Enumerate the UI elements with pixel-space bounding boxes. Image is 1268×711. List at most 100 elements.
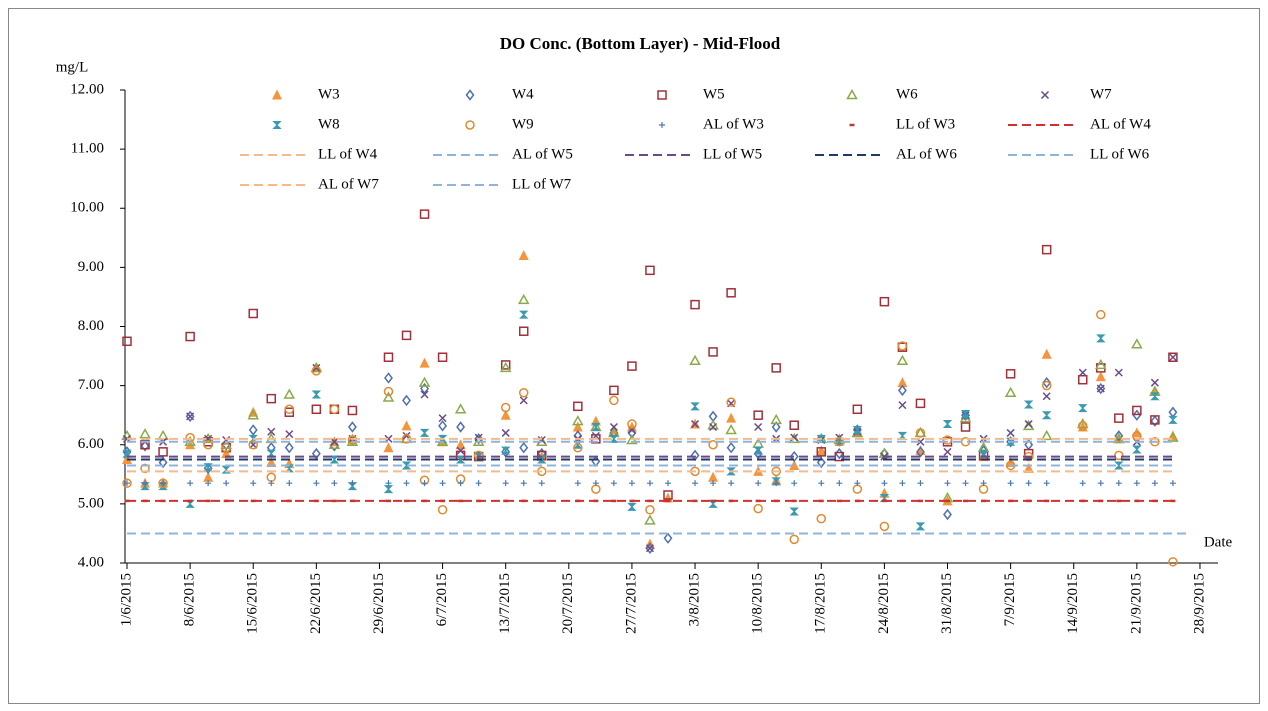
marker-x — [501, 428, 510, 437]
marker-x — [1096, 384, 1105, 393]
marker-plus — [223, 480, 230, 487]
marker-circle — [879, 521, 890, 532]
marker-circle — [915, 428, 926, 438]
legend-label: W9 — [512, 116, 534, 132]
marker-triangle — [499, 361, 512, 373]
marker-square — [518, 326, 529, 336]
marker-plus — [331, 480, 338, 487]
marker-triangle — [418, 376, 431, 387]
marker-diamond — [897, 384, 907, 397]
marker-x — [1040, 90, 1050, 100]
marker-square — [401, 330, 412, 341]
marker-triangle — [1095, 358, 1107, 370]
marker-circle — [122, 478, 132, 488]
x-tick-label: 21/9/2015 — [1128, 573, 1144, 634]
marker-square — [708, 347, 718, 357]
marker-plus — [854, 480, 861, 487]
marker-plus — [692, 480, 699, 487]
marker-plus — [710, 480, 717, 487]
marker-circle — [1168, 557, 1178, 567]
marker-hourglass — [419, 428, 430, 437]
legend-item: LL of W7 — [433, 176, 572, 192]
y-tick-label: 5.00 — [78, 495, 104, 511]
marker-hourglass — [1168, 415, 1178, 424]
marker-plus — [421, 480, 428, 487]
marker-plus — [1025, 480, 1032, 487]
marker-square — [627, 361, 637, 371]
x-tick-label: 20/7/2015 — [560, 573, 576, 634]
marker-x — [474, 433, 483, 442]
legend-item: AL of W5 — [433, 146, 573, 162]
marker-diamond — [1132, 409, 1142, 421]
marker-triangle — [517, 293, 530, 305]
marker-hourglass — [537, 455, 547, 464]
marker-square — [347, 405, 358, 416]
marker-triangle — [1076, 418, 1089, 429]
marker-triangle — [626, 421, 637, 432]
legend-item: W3 — [272, 86, 340, 102]
marker-x — [456, 446, 465, 455]
marker-diamond — [311, 447, 321, 460]
marker-x — [1078, 368, 1087, 377]
marker-plus — [187, 480, 194, 487]
marker-plus — [917, 480, 924, 487]
marker-circle — [500, 402, 511, 413]
marker-hourglass — [519, 310, 529, 319]
marker-circle — [1096, 309, 1106, 320]
marker-x — [709, 422, 718, 432]
marker-hourglass — [591, 423, 601, 432]
marker-plus — [268, 480, 275, 487]
marker-hourglass — [455, 455, 466, 464]
marker-plus — [610, 480, 617, 487]
marker-circle — [383, 386, 394, 397]
marker-square — [1078, 374, 1088, 385]
marker-triangle — [454, 403, 467, 414]
legend-label: AL of W7 — [318, 176, 379, 192]
marker-triangle — [401, 420, 412, 431]
legend-label: LL of W7 — [512, 176, 572, 192]
marker-plus — [457, 480, 464, 487]
marker-square — [500, 360, 511, 370]
marker-circle — [942, 435, 953, 445]
marker-plus — [349, 480, 356, 487]
marker-square — [122, 336, 132, 347]
marker-diamond — [726, 441, 736, 454]
marker-circle — [1078, 421, 1088, 431]
marker-circle — [284, 404, 295, 415]
marker-plus — [962, 480, 969, 487]
marker-x — [285, 430, 294, 439]
marker-square — [1168, 352, 1178, 362]
marker-triangle — [500, 409, 511, 420]
marker-triangle — [689, 354, 701, 366]
marker-triangle — [383, 442, 394, 453]
marker-x — [1042, 392, 1051, 401]
marker-triangle — [770, 413, 782, 425]
marker-x — [186, 412, 195, 421]
marker-square — [753, 410, 763, 420]
marker-x — [438, 414, 447, 423]
marker-triangle — [816, 445, 827, 456]
marker-x — [645, 544, 654, 553]
x-tick-label: 28/9/2015 — [1191, 573, 1207, 634]
marker-circle — [708, 440, 718, 450]
legend-item: W4 — [465, 86, 534, 102]
marker-plus — [250, 480, 257, 487]
x-tick-label: 7/9/2015 — [1002, 573, 1018, 626]
legend-label: W5 — [703, 86, 725, 102]
marker-square — [419, 209, 430, 219]
marker-square — [960, 422, 971, 432]
marker-square — [690, 299, 700, 310]
marker-square — [1114, 413, 1124, 423]
marker-plus — [836, 480, 843, 487]
marker-hourglass — [978, 449, 989, 458]
legend-label: W8 — [318, 116, 340, 132]
marker-x — [1168, 353, 1177, 362]
marker-x — [1006, 428, 1015, 437]
marker-plus — [1115, 480, 1122, 487]
marker-hourglass — [1078, 404, 1088, 413]
legend-label: W3 — [318, 86, 340, 102]
marker-triangle — [1004, 386, 1017, 397]
x-tick-label: 24/8/2015 — [876, 573, 892, 634]
marker-triangle — [1040, 429, 1053, 441]
legend-item: AL of W3 — [659, 116, 764, 132]
